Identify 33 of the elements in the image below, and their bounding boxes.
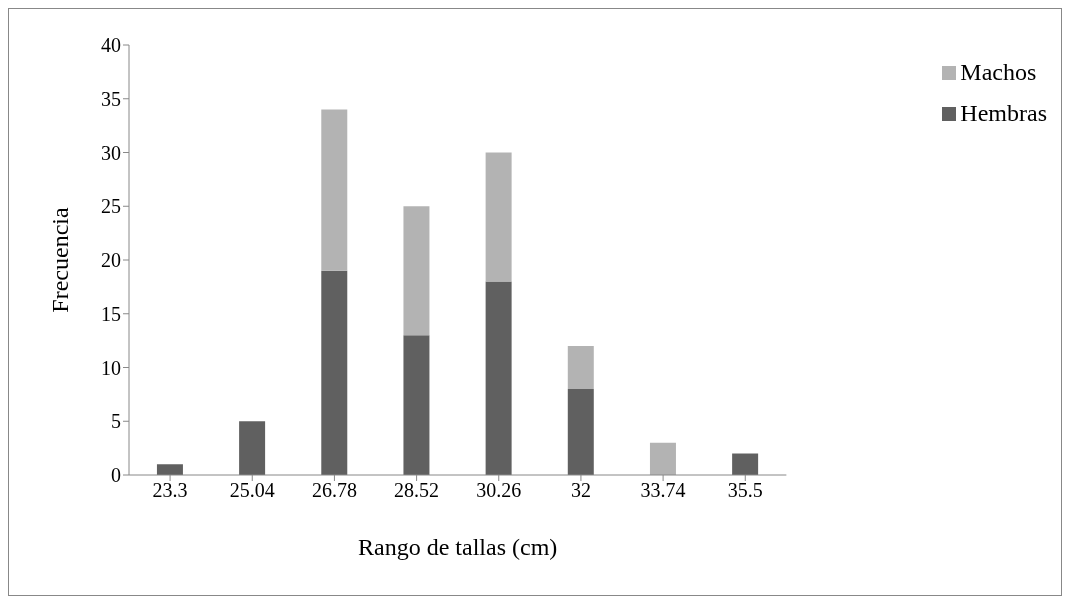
bar [239,421,266,475]
y-tick-label: 25 [101,195,121,218]
x-tick-label: 26.78 [311,479,357,502]
bar [403,335,430,475]
bar [485,152,512,282]
x-axis-title: Rango de tallas (cm) [358,534,558,560]
x-tick-label: 28.52 [394,479,440,502]
bar [649,442,676,475]
x-tick-label: 30.26 [476,479,522,502]
y-tick-label: 20 [101,249,121,272]
y-tick-label: 35 [101,87,121,110]
bar [732,453,759,475]
y-tick-label: 40 [101,34,121,57]
legend-label: Hembras [960,100,1047,127]
bar [321,109,348,271]
bar [485,281,512,475]
y-axis-title: Frecuencia [46,207,73,313]
legend-label: Machos [960,59,1037,86]
x-tick-label: 32 [570,479,591,502]
bar [403,206,430,336]
y-tick-label: 0 [111,464,121,487]
x-tick-label: 25.04 [229,479,275,502]
x-tick-label: 35.5 [727,479,763,502]
x-tick-label: 33.74 [640,479,686,502]
x-tick-label: 23.3 [152,479,188,502]
bar [567,346,594,389]
y-tick-label: 10 [101,356,121,379]
y-tick-label: 30 [101,141,121,164]
y-tick-label: 15 [101,302,121,325]
bar [567,389,594,475]
y-tick-label: 5 [111,410,121,433]
bar [321,270,348,475]
bar [156,464,183,475]
